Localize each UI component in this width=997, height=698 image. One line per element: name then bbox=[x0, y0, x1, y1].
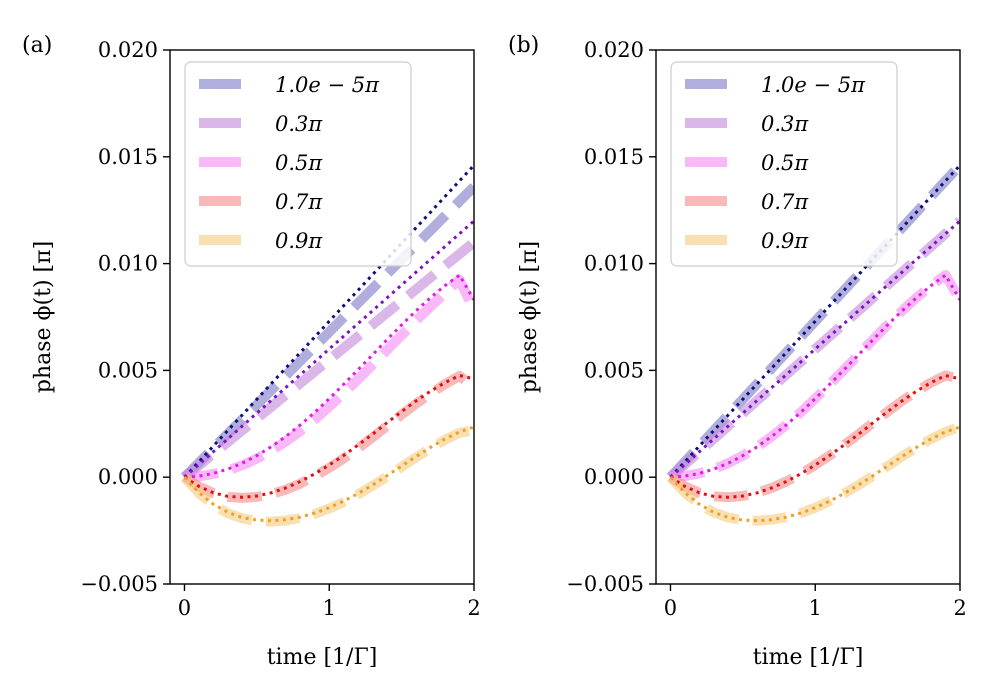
legend-box bbox=[670, 61, 898, 267]
y-tick-label: 0.000 bbox=[584, 465, 644, 489]
series-line-2 bbox=[184, 274, 474, 483]
y-tick-label: −0.005 bbox=[566, 572, 644, 596]
legend-label: 0.3π bbox=[761, 112, 809, 136]
series-line-0 bbox=[180, 183, 474, 481]
panel-b: (b) −0.005 0.000 0.005 0.010 0.015 0.020 0 1 2 tim… bbox=[508, 33, 967, 670]
panel-a: (a) −0.005 0.000 0.005 0.010 0.015 0.020 0 1 2 tim… bbox=[22, 33, 481, 670]
axes-frame bbox=[655, 49, 961, 585]
y-tick-label: 0.010 bbox=[584, 252, 644, 276]
legend: 1.0e − 5π 0.3π 0.5π 0.7π 0.9π bbox=[670, 61, 898, 267]
series-line-8 bbox=[183, 373, 474, 499]
y-tick-label: 0.000 bbox=[98, 465, 158, 489]
series-line-9 bbox=[669, 425, 960, 523]
panel-label: (a) bbox=[22, 33, 52, 58]
series-line-9 bbox=[183, 425, 474, 523]
plot-area bbox=[180, 164, 474, 527]
y-axis-label: phase ϕ(t) [π] bbox=[517, 241, 542, 393]
legend-label: 0.5π bbox=[761, 151, 809, 175]
panel-label: (b) bbox=[508, 33, 539, 58]
x-tick-label: 1 bbox=[323, 596, 336, 620]
series-line-2 bbox=[670, 270, 960, 483]
x-tick-label: 2 bbox=[467, 596, 480, 620]
legend: 1.0e − 5π 0.3π 0.5π 0.7π 0.9π bbox=[184, 61, 412, 267]
legend-label: 0.7π bbox=[275, 190, 323, 214]
y-axis-label: phase ϕ(t) [π] bbox=[31, 241, 56, 393]
series-line-8 bbox=[669, 373, 960, 499]
legend-label: 0.7π bbox=[761, 190, 809, 214]
legend-label: 0.9π bbox=[275, 229, 323, 253]
series-line-5 bbox=[669, 164, 960, 479]
x-tick-label: 1 bbox=[809, 596, 822, 620]
legend-label: 0.3π bbox=[275, 112, 323, 136]
series-line-1 bbox=[181, 238, 474, 482]
y-tick-label: 0.015 bbox=[98, 145, 158, 169]
series-line-1 bbox=[667, 217, 960, 481]
legend-label: 0.5π bbox=[275, 151, 323, 175]
x-axis-label: time [1/Γ] bbox=[267, 645, 378, 670]
x-tick-label: 0 bbox=[178, 596, 191, 620]
legend-label: 0.9π bbox=[761, 229, 809, 253]
axes-frame bbox=[169, 49, 475, 585]
legend-label: 1.0e − 5π bbox=[275, 73, 380, 97]
legend-label: 1.0e − 5π bbox=[761, 73, 866, 97]
y-tick-label: −0.005 bbox=[80, 572, 158, 596]
y-tick-label: 0.005 bbox=[584, 358, 644, 382]
series-line-5 bbox=[183, 164, 474, 479]
y-tick-label: 0.020 bbox=[584, 38, 644, 62]
x-tick-label: 0 bbox=[664, 596, 677, 620]
y-tick-label: 0.020 bbox=[98, 38, 158, 62]
y-tick-label: 0.005 bbox=[98, 358, 158, 382]
legend-box bbox=[184, 61, 412, 267]
x-axis-label: time [1/Γ] bbox=[753, 645, 864, 670]
plot-area bbox=[666, 161, 960, 526]
x-tick-label: 2 bbox=[953, 596, 966, 620]
y-tick-label: 0.010 bbox=[98, 252, 158, 276]
y-tick-label: 0.015 bbox=[584, 145, 644, 169]
